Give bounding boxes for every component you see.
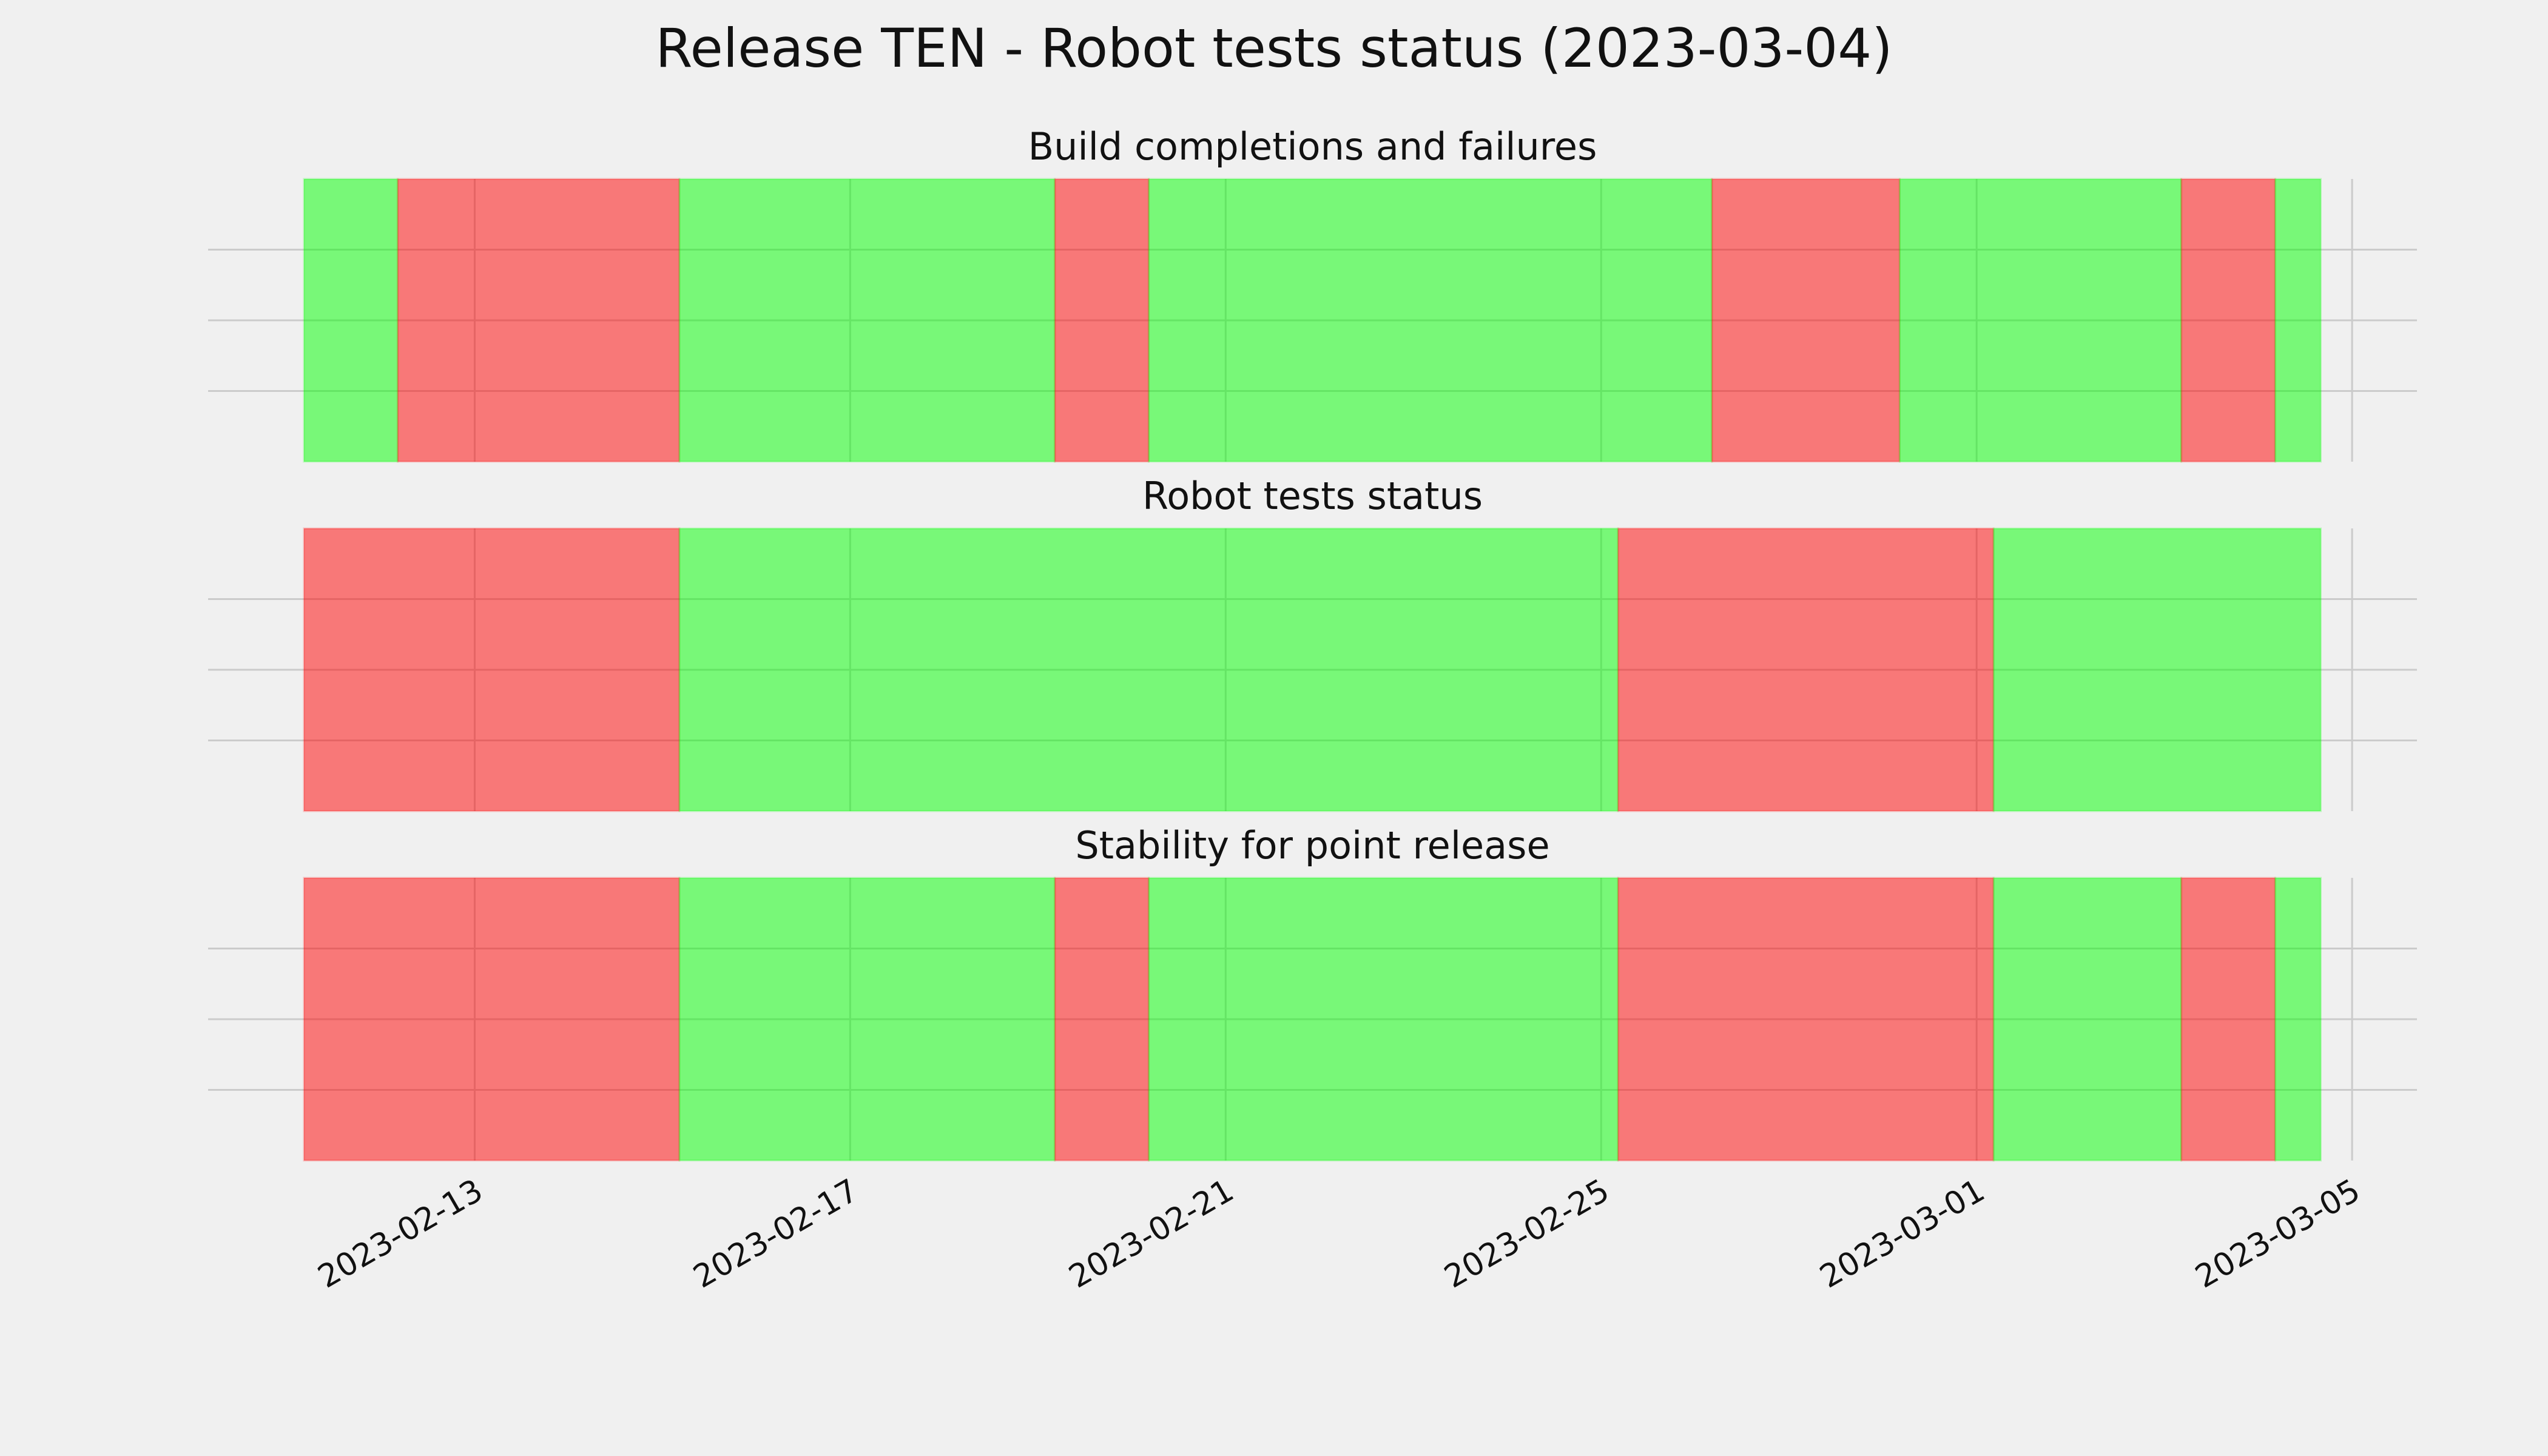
status-span (397, 178, 681, 463)
status-span (303, 527, 681, 812)
subplot-title: Build completions and failures (1028, 124, 1597, 169)
status-span (1992, 527, 2322, 812)
status-span (2274, 178, 2322, 463)
subplot-title: Robot tests status (1142, 474, 1483, 518)
status-span (1617, 877, 1995, 1162)
status-span (1992, 877, 2183, 1162)
status-span (1711, 178, 1901, 463)
status-span (303, 877, 681, 1162)
status-span (678, 527, 1619, 812)
status-span (2180, 877, 2276, 1162)
status-span (2274, 877, 2322, 1162)
status-span (678, 877, 1056, 1162)
status-span (1054, 178, 1150, 463)
subplot-title: Stability for point release (1075, 823, 1549, 868)
status-span (1148, 877, 1619, 1162)
status-span (303, 178, 399, 463)
chart-title: Release TEN - Robot tests status (2023-0… (655, 17, 1892, 79)
status-span (2180, 178, 2276, 463)
status-span (678, 178, 1056, 463)
status-span (1148, 178, 1713, 463)
status-span (1617, 527, 1995, 812)
status-span (1898, 178, 2183, 463)
status-span (1054, 877, 1150, 1162)
